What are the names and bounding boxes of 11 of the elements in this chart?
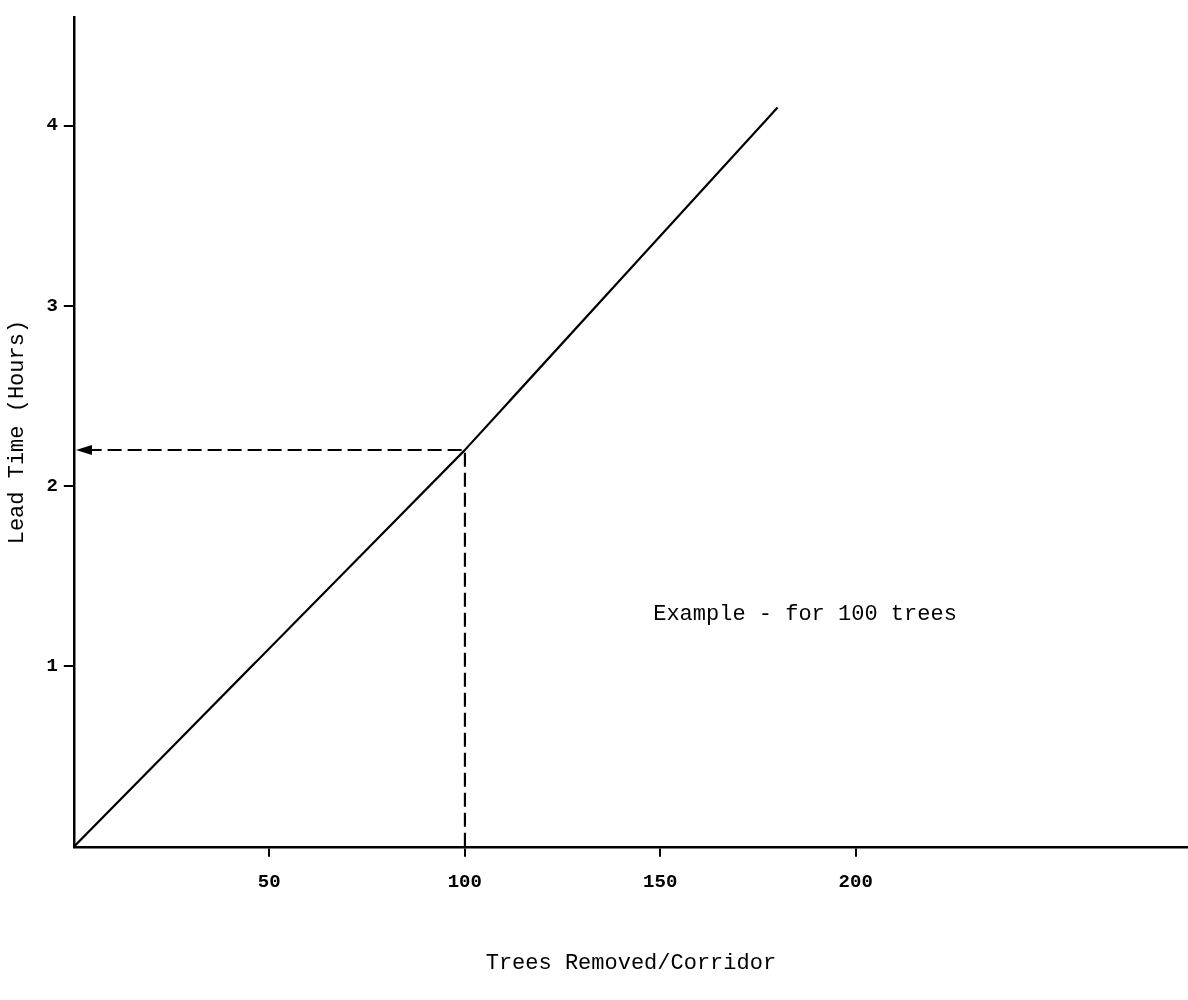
y-tick-label: 3 (46, 294, 58, 317)
x-tick-label: 150 (643, 870, 678, 893)
y-axis-title: Lead Time (Hours) (5, 319, 31, 545)
x-axis-title: Trees Removed/Corridor (485, 950, 777, 976)
x-tick-label: 200 (838, 870, 873, 893)
y-tick-label: 1 (46, 655, 58, 678)
annotation: Example - for 100 trees (653, 602, 957, 628)
y-tick-label: 4 (46, 114, 58, 137)
x-tick-label: 50 (257, 870, 281, 893)
y-tick-label: 2 (46, 474, 58, 497)
x-tick-label: 100 (447, 870, 482, 893)
